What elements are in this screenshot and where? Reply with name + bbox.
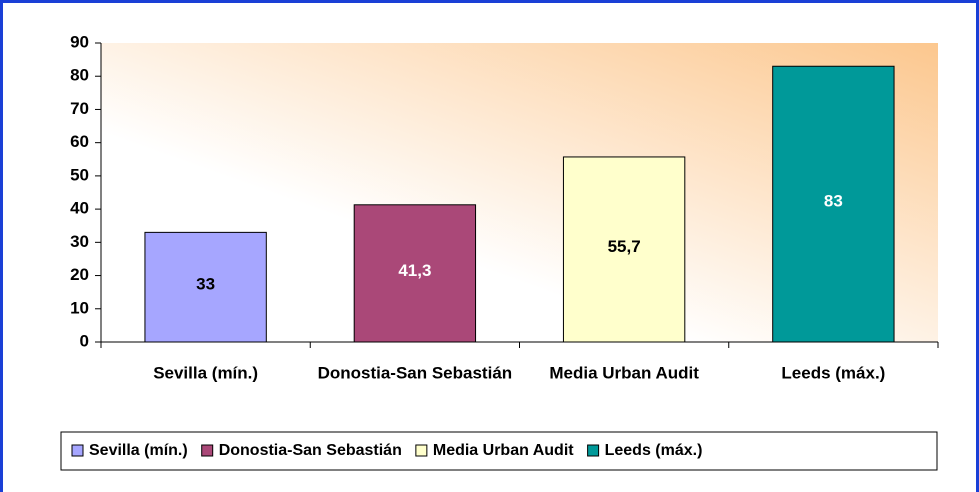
legend-swatch — [201, 444, 214, 457]
bar — [144, 231, 267, 343]
x-tick-label: Media Urban Audit — [549, 363, 699, 382]
y-tick-label: 20 — [70, 265, 89, 284]
y-tick-label: 10 — [70, 298, 89, 317]
y-tick-label: 70 — [70, 99, 89, 118]
legend-swatch — [415, 444, 428, 457]
legend-label: Sevilla (mín.) — [89, 442, 188, 459]
x-tick-label: Sevilla (mín.) — [153, 363, 258, 382]
bar — [562, 156, 686, 343]
legend-label: Leeds (máx.) — [605, 442, 703, 459]
legend-swatch — [587, 444, 600, 457]
x-tick-label: Donostia-San Sebastián — [318, 363, 513, 382]
y-tick-label: 90 — [70, 32, 89, 51]
data-label: 33 — [196, 275, 215, 294]
y-tick-label: 0 — [80, 331, 89, 350]
data-label: 83 — [824, 192, 843, 211]
y-tick-label: 60 — [70, 132, 89, 151]
y-tick-label: 30 — [70, 232, 89, 251]
legend-swatch — [71, 444, 84, 457]
y-tick-label: 80 — [70, 66, 89, 85]
legend-label: Donostia-San Sebastián — [219, 442, 402, 459]
y-tick-label: 50 — [70, 165, 89, 184]
data-label: 55,7 — [608, 237, 641, 256]
data-label: 41,3 — [398, 261, 431, 280]
x-tick-label: Leeds (máx.) — [781, 363, 885, 382]
y-tick-label: 40 — [70, 199, 89, 218]
legend-label: Media Urban Audit — [433, 442, 574, 459]
bar — [353, 204, 477, 343]
bar — [772, 65, 895, 343]
